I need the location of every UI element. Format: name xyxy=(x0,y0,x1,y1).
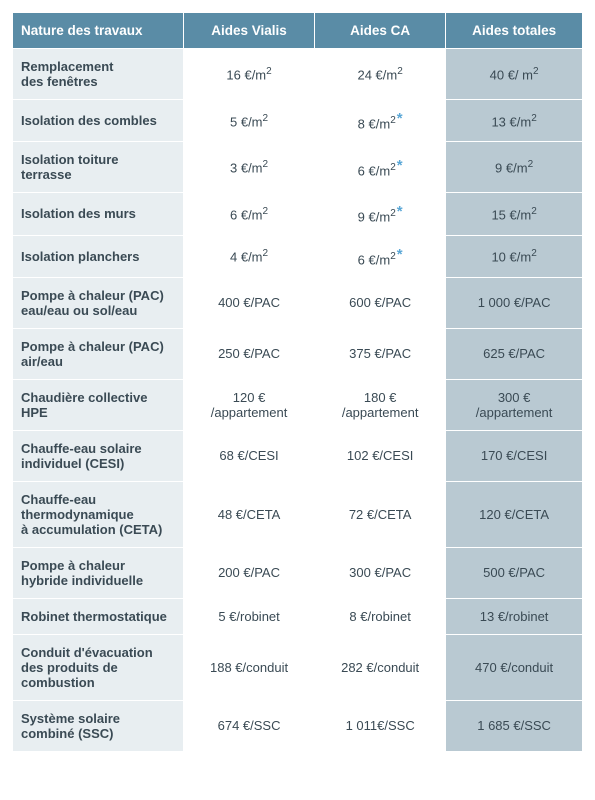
cell-total: 15 €/m2 xyxy=(446,193,583,235)
cell-ca: 6 €/m2* xyxy=(315,235,446,277)
row-label: Chauffe-eauthermodynamiqueà accumulation… xyxy=(13,481,184,547)
cell-total: 300 €/appartement xyxy=(446,379,583,430)
row-label: Système solairecombiné (SSC) xyxy=(13,700,184,751)
aides-table: Nature des travaux Aides Vialis Aides CA… xyxy=(12,12,583,752)
cell-vialis: 5 €/robinet xyxy=(184,598,315,634)
cell-ca: 282 €/conduit xyxy=(315,634,446,700)
cell-vialis: 250 €/PAC xyxy=(184,328,315,379)
cell-vialis: 188 €/conduit xyxy=(184,634,315,700)
table-row: Pompe à chaleurhybride individuelle200 €… xyxy=(13,547,583,598)
table-row: Remplacementdes fenêtres16 €/m224 €/m240… xyxy=(13,49,583,100)
row-label: Chaudière collectiveHPE xyxy=(13,379,184,430)
row-label: Pompe à chaleur (PAC)eau/eau ou sol/eau xyxy=(13,277,184,328)
cell-vialis: 4 €/m2 xyxy=(184,235,315,277)
cell-ca: 1 011€/SSC xyxy=(315,700,446,751)
cell-total: 10 €/m2 xyxy=(446,235,583,277)
cell-ca: 6 €/m2* xyxy=(315,142,446,193)
table-body: Remplacementdes fenêtres16 €/m224 €/m240… xyxy=(13,49,583,752)
cell-total: 40 €/ m2 xyxy=(446,49,583,100)
col-total: Aides totales xyxy=(446,13,583,49)
cell-ca: 24 €/m2 xyxy=(315,49,446,100)
asterisk-icon: * xyxy=(397,110,403,127)
table-header: Nature des travaux Aides Vialis Aides CA… xyxy=(13,13,583,49)
row-label: Pompe à chaleurhybride individuelle xyxy=(13,547,184,598)
cell-total: 120 €/CETA xyxy=(446,481,583,547)
table-row: Pompe à chaleur (PAC)air/eau250 €/PAC375… xyxy=(13,328,583,379)
row-label: Isolation toitureterrasse xyxy=(13,142,184,193)
cell-total: 500 €/PAC xyxy=(446,547,583,598)
cell-total: 9 €/m2 xyxy=(446,142,583,193)
cell-total: 13 €/m2 xyxy=(446,100,583,142)
table-row: Robinet thermostatique5 €/robinet8 €/rob… xyxy=(13,598,583,634)
cell-vialis: 200 €/PAC xyxy=(184,547,315,598)
cell-total: 625 €/PAC xyxy=(446,328,583,379)
asterisk-icon: * xyxy=(397,246,403,263)
cell-vialis: 674 €/SSC xyxy=(184,700,315,751)
table-row: Pompe à chaleur (PAC)eau/eau ou sol/eau4… xyxy=(13,277,583,328)
col-vialis: Aides Vialis xyxy=(184,13,315,49)
row-label: Isolation des murs xyxy=(13,193,184,235)
cell-vialis: 120 €/appartement xyxy=(184,379,315,430)
cell-vialis: 16 €/m2 xyxy=(184,49,315,100)
cell-ca: 600 €/PAC xyxy=(315,277,446,328)
cell-total: 1 000 €/PAC xyxy=(446,277,583,328)
cell-vialis: 68 €/CESI xyxy=(184,430,315,481)
cell-total: 170 €/CESI xyxy=(446,430,583,481)
row-label: Isolation des combles xyxy=(13,100,184,142)
asterisk-icon: * xyxy=(397,157,403,174)
table-row: Chauffe-eau solaireindividuel (CESI)68 €… xyxy=(13,430,583,481)
row-label: Conduit d'évacuationdes produits decombu… xyxy=(13,634,184,700)
cell-ca: 300 €/PAC xyxy=(315,547,446,598)
table-row: Chauffe-eauthermodynamiqueà accumulation… xyxy=(13,481,583,547)
table-row: Conduit d'évacuationdes produits decombu… xyxy=(13,634,583,700)
cell-ca: 9 €/m2* xyxy=(315,193,446,235)
cell-ca: 8 €/m2* xyxy=(315,100,446,142)
cell-vialis: 5 €/m2 xyxy=(184,100,315,142)
cell-vialis: 6 €/m2 xyxy=(184,193,315,235)
row-label: Pompe à chaleur (PAC)air/eau xyxy=(13,328,184,379)
cell-vialis: 48 €/CETA xyxy=(184,481,315,547)
table-row: Chaudière collectiveHPE120 €/appartement… xyxy=(13,379,583,430)
cell-total: 13 €/robinet xyxy=(446,598,583,634)
table-row: Isolation toitureterrasse3 €/m26 €/m2*9 … xyxy=(13,142,583,193)
cell-ca: 102 €/CESI xyxy=(315,430,446,481)
cell-vialis: 3 €/m2 xyxy=(184,142,315,193)
row-label: Isolation planchers xyxy=(13,235,184,277)
row-label: Chauffe-eau solaireindividuel (CESI) xyxy=(13,430,184,481)
cell-ca: 8 €/robinet xyxy=(315,598,446,634)
cell-vialis: 400 €/PAC xyxy=(184,277,315,328)
table-row: Isolation des murs6 €/m29 €/m2*15 €/m2 xyxy=(13,193,583,235)
row-label: Remplacementdes fenêtres xyxy=(13,49,184,100)
table-row: Isolation planchers4 €/m26 €/m2*10 €/m2 xyxy=(13,235,583,277)
cell-ca: 375 €/PAC xyxy=(315,328,446,379)
table-row: Système solairecombiné (SSC)674 €/SSC1 0… xyxy=(13,700,583,751)
cell-total: 470 €/conduit xyxy=(446,634,583,700)
col-nature: Nature des travaux xyxy=(13,13,184,49)
table-row: Isolation des combles5 €/m28 €/m2*13 €/m… xyxy=(13,100,583,142)
cell-ca: 180 €/appartement xyxy=(315,379,446,430)
cell-ca: 72 €/CETA xyxy=(315,481,446,547)
col-ca: Aides CA xyxy=(315,13,446,49)
asterisk-icon: * xyxy=(397,203,403,220)
cell-total: 1 685 €/SSC xyxy=(446,700,583,751)
row-label: Robinet thermostatique xyxy=(13,598,184,634)
